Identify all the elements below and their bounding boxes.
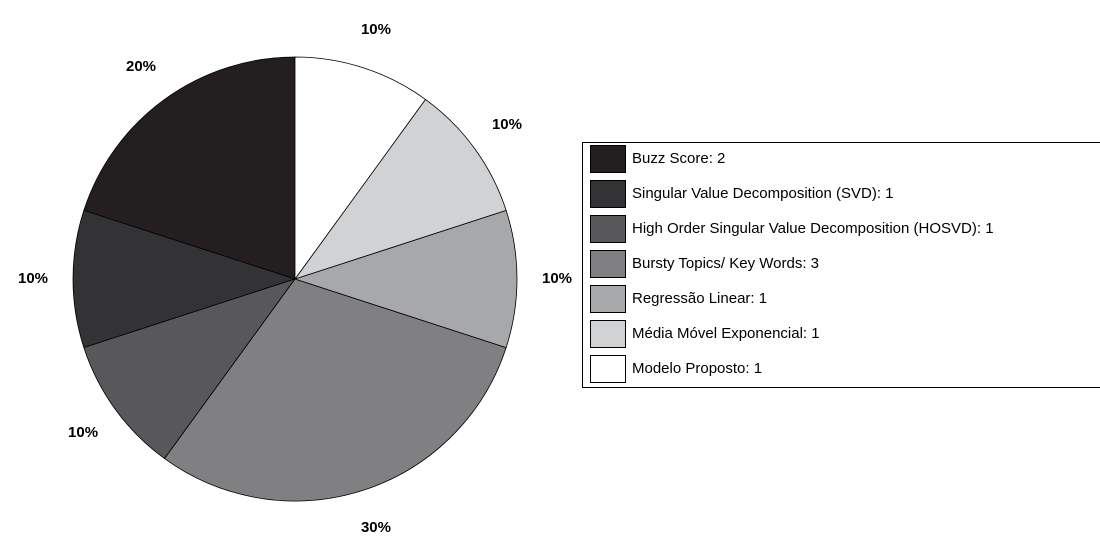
legend-label: Média Móvel Exponencial: 1 xyxy=(632,325,820,342)
pie-slice xyxy=(83,278,297,460)
pie-slice xyxy=(294,56,427,281)
legend-label: Singular Value Decomposition (SVD): 1 xyxy=(632,185,894,202)
legend-box xyxy=(582,142,1100,388)
legend-swatch xyxy=(590,355,626,383)
slice-label: 10% xyxy=(492,116,522,133)
slice-label: 20% xyxy=(126,58,156,75)
legend-swatch xyxy=(590,215,626,243)
legend-label: Bursty Topics/ Key Words: 3 xyxy=(632,255,819,272)
pie-slice xyxy=(293,98,507,280)
slice-label: 30% xyxy=(361,519,391,536)
legend-swatch xyxy=(590,145,626,173)
slice-label: 10% xyxy=(18,270,48,287)
legend-swatch xyxy=(590,285,626,313)
pie-slice xyxy=(83,56,296,280)
legend-swatch xyxy=(590,250,626,278)
slice-label: 10% xyxy=(542,270,572,287)
legend-label: High Order Singular Value Decomposition … xyxy=(632,220,994,237)
slice-label: 10% xyxy=(68,424,98,441)
slice-label: 10% xyxy=(361,21,391,38)
pie-slice xyxy=(72,209,297,349)
legend-label: Buzz Score: 2 xyxy=(632,150,725,167)
pie-slice xyxy=(163,278,507,502)
legend-swatch xyxy=(590,320,626,348)
legend-label: Regressão Linear: 1 xyxy=(632,290,767,307)
pie-slice xyxy=(293,209,518,349)
legend-label: Modelo Proposto: 1 xyxy=(632,360,762,377)
legend-swatch xyxy=(590,180,626,208)
